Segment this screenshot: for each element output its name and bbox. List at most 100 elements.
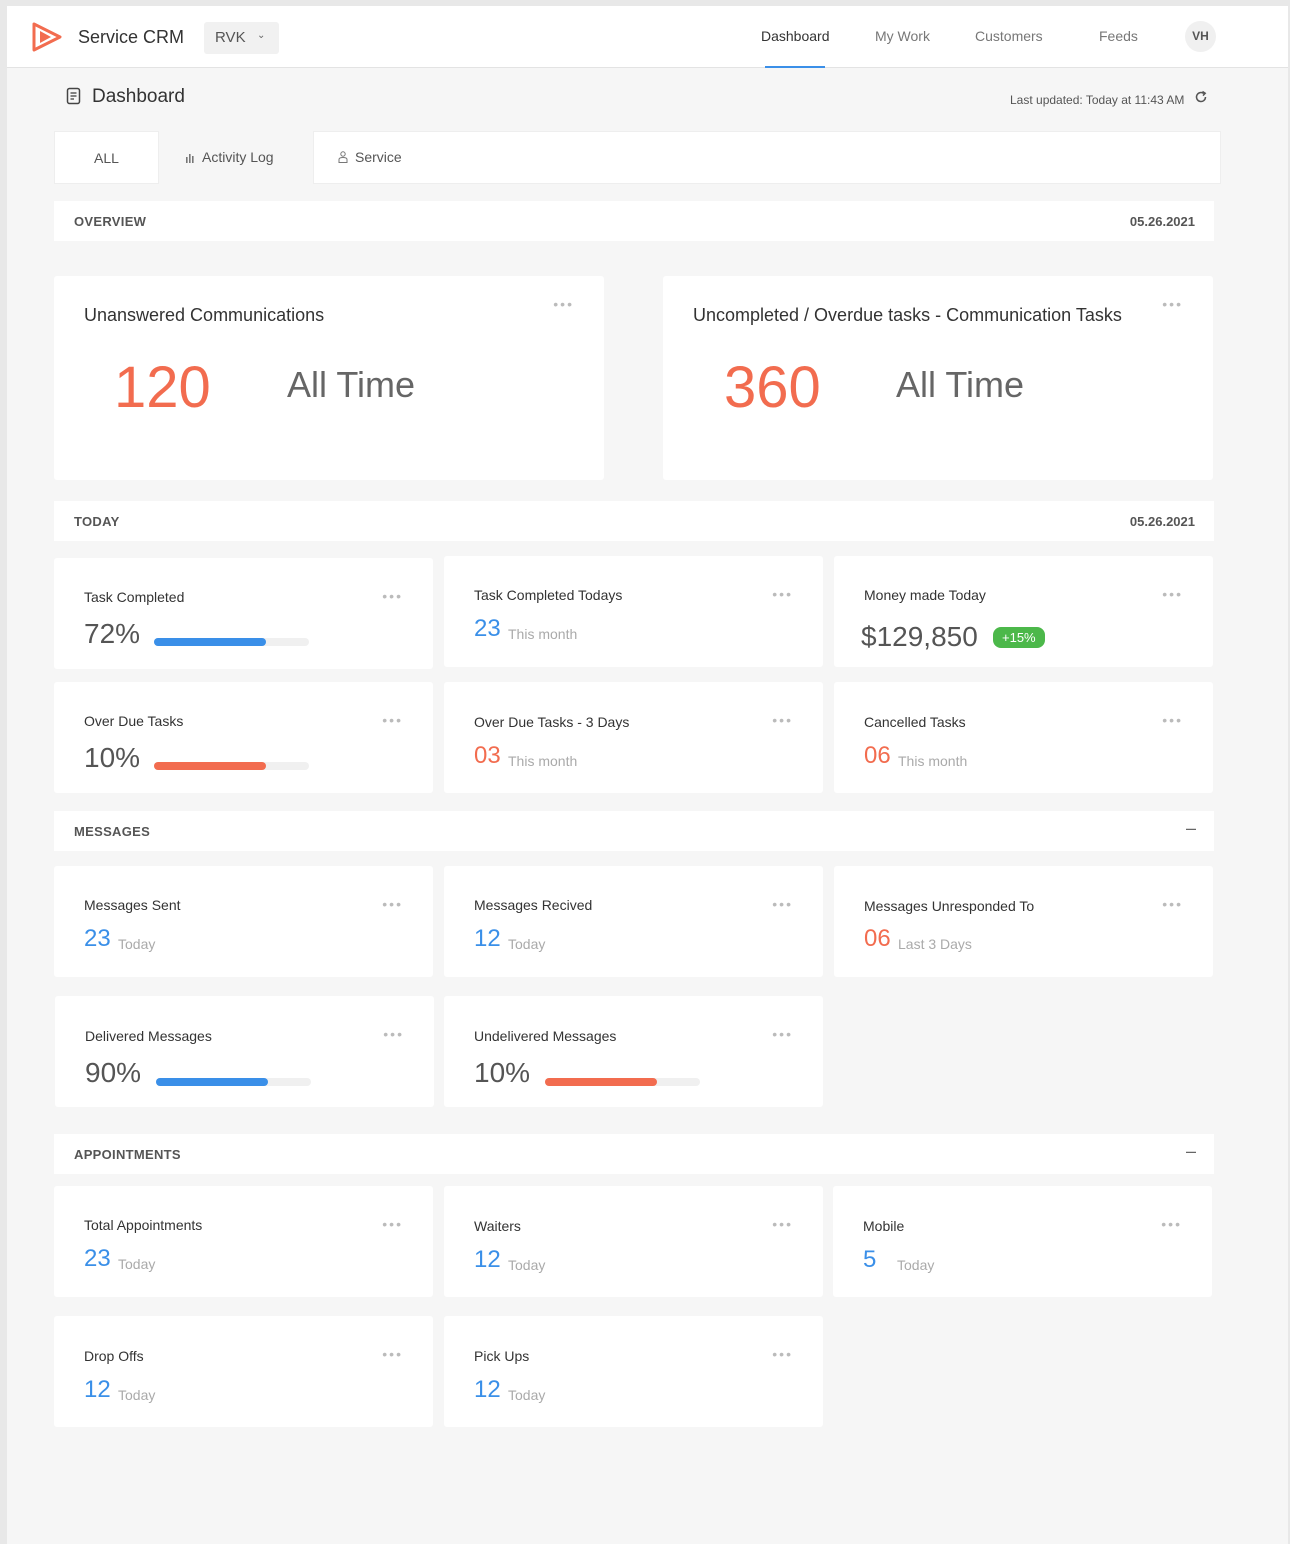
progress-fill xyxy=(545,1078,657,1086)
more-options-icon[interactable]: ••• xyxy=(772,896,793,912)
more-options-icon[interactable]: ••• xyxy=(382,1346,403,1362)
more-options-icon[interactable]: ••• xyxy=(553,296,574,312)
more-options-icon[interactable]: ••• xyxy=(772,586,793,602)
collapse-icon[interactable]: – xyxy=(1185,818,1196,838)
tab-activity-log[interactable]: Activity Log xyxy=(185,131,274,184)
chevron-down-icon: ⌄ xyxy=(257,30,266,41)
progress-fill xyxy=(154,762,266,770)
tab-all[interactable]: ALL xyxy=(54,131,159,184)
more-options-icon[interactable]: ••• xyxy=(382,896,403,912)
card-title: Total Appointments xyxy=(84,1217,203,1233)
more-options-icon[interactable]: ••• xyxy=(772,1346,793,1362)
card-title: Delivered Messages xyxy=(85,1028,212,1044)
card-value: 12 xyxy=(474,925,501,952)
card-subtext: Today xyxy=(508,1387,546,1403)
messages-received-card: Messages Recived ••• 12 Today xyxy=(444,866,823,977)
more-options-icon[interactable]: ••• xyxy=(1161,1216,1182,1232)
card-title: Mobile xyxy=(863,1218,905,1234)
card-value: 72% xyxy=(84,618,141,649)
more-options-icon[interactable]: ••• xyxy=(1162,586,1183,602)
section-label: TODAY xyxy=(74,514,120,529)
card-title: Uncompleted / Overdue tasks - Communicat… xyxy=(693,305,1122,325)
card-title: Messages Recived xyxy=(474,897,593,913)
more-options-icon[interactable]: ••• xyxy=(772,712,793,728)
refresh-icon[interactable] xyxy=(1194,90,1208,104)
tab-activity-log-label: Activity Log xyxy=(202,149,274,165)
over-due-tasks-card: Over Due Tasks ••• 10% xyxy=(54,682,433,793)
messages-sent-card: Messages Sent ••• 23 Today xyxy=(54,866,433,977)
task-completed-todays-card: Task Completed Todays ••• 23 This month xyxy=(444,556,823,667)
tab-service[interactable]: Service xyxy=(338,131,402,184)
card-subtext: Today xyxy=(118,1256,156,1272)
card-value: $129,850 xyxy=(861,621,978,652)
card-title: Task Completed xyxy=(84,589,185,605)
app-frame: Service CRM RVK ⌄ Dashboard My Work Cust… xyxy=(7,6,1288,1544)
user-avatar[interactable]: VH xyxy=(1185,21,1216,52)
card-value: 90% xyxy=(85,1057,142,1088)
card-title: Waiters xyxy=(474,1218,521,1234)
overdue-tasks-card: Uncompleted / Overdue tasks - Communicat… xyxy=(663,276,1213,480)
store-selector[interactable]: RVK ⌄ xyxy=(204,22,279,54)
unanswered-communications-card: Unanswered Communications ••• 120 All Ti… xyxy=(54,276,604,480)
card-value: 120 xyxy=(114,355,211,420)
progress-fill xyxy=(156,1078,268,1086)
more-options-icon[interactable]: ••• xyxy=(382,712,403,728)
messages-section-header: MESSAGES – xyxy=(54,811,1214,851)
drop-offs-card: Drop Offs ••• 12 Today xyxy=(54,1316,433,1427)
card-subtext: Today xyxy=(118,936,156,952)
task-completed-card: Task Completed ••• 72% xyxy=(54,558,433,669)
more-options-icon[interactable]: ••• xyxy=(382,1216,403,1232)
nav-my-work[interactable]: My Work xyxy=(875,28,930,44)
section-label: OVERVIEW xyxy=(74,214,147,229)
card-value: 06 xyxy=(864,925,891,952)
section-date: 05.26.2021 xyxy=(1129,214,1195,229)
nav-feeds[interactable]: Feeds xyxy=(1099,28,1138,44)
card-title: Drop Offs xyxy=(84,1348,144,1364)
collapse-icon[interactable]: – xyxy=(1185,1141,1196,1161)
card-period: All Time xyxy=(287,364,416,405)
section-date: 05.26.2021 xyxy=(1129,514,1195,529)
card-value: 10% xyxy=(84,742,141,773)
more-options-icon[interactable]: ••• xyxy=(382,588,403,604)
card-title: Messages Unresponded To xyxy=(864,898,1035,914)
appointments-section-header: APPOINTMENTS – xyxy=(54,1134,1214,1174)
more-options-icon[interactable]: ••• xyxy=(1162,896,1183,912)
card-title: Pick Ups xyxy=(474,1348,530,1364)
card-title: Messages Sent xyxy=(84,897,181,913)
card-value: 10% xyxy=(474,1057,531,1088)
pick-ups-card: Pick Ups ••• 12 Today xyxy=(444,1316,823,1427)
more-options-icon[interactable]: ••• xyxy=(1162,712,1183,728)
card-value: 03 xyxy=(474,742,501,769)
card-subtext: Last 3 Days xyxy=(898,936,972,952)
card-title: Task Completed Todays xyxy=(474,587,623,603)
nav-customers[interactable]: Customers xyxy=(975,28,1043,44)
card-value: 23 xyxy=(84,925,111,952)
delivered-messages-card: Delivered Messages ••• 90% xyxy=(55,996,434,1107)
card-title: Undelivered Messages xyxy=(474,1028,617,1044)
card-title: Over Due Tasks xyxy=(84,713,184,729)
top-navbar: Service CRM RVK ⌄ Dashboard My Work Cust… xyxy=(7,6,1288,68)
card-title: Unanswered Communications xyxy=(84,305,325,325)
service-crm-logo-icon[interactable] xyxy=(31,21,63,53)
more-options-icon[interactable]: ••• xyxy=(772,1026,793,1042)
mobile-card: Mobile ••• 5 Today xyxy=(833,1186,1212,1297)
over-due-tasks-3-days-card: Over Due Tasks - 3 Days ••• 03 This mont… xyxy=(444,682,823,793)
progress-bar xyxy=(156,1078,311,1086)
card-subtext: This month xyxy=(898,753,968,769)
card-subtext: Today xyxy=(897,1257,935,1273)
page-title: Dashboard xyxy=(92,86,185,107)
card-value: 12 xyxy=(474,1376,501,1403)
card-title: Money made Today xyxy=(864,587,986,603)
tabs-filler xyxy=(313,131,1221,184)
card-period: All Time xyxy=(896,364,1025,405)
progress-bar xyxy=(154,638,309,646)
card-value: 12 xyxy=(84,1376,111,1403)
more-options-icon[interactable]: ••• xyxy=(772,1216,793,1232)
card-subtext: This month xyxy=(508,626,578,642)
more-options-icon[interactable]: ••• xyxy=(383,1026,404,1042)
more-options-icon[interactable]: ••• xyxy=(1162,296,1183,312)
bar-chart-icon xyxy=(185,132,195,185)
nav-dashboard[interactable]: Dashboard xyxy=(761,28,830,44)
change-badge: +15% xyxy=(993,627,1045,648)
total-appointments-card: Total Appointments ••• 23 Today xyxy=(54,1186,433,1297)
